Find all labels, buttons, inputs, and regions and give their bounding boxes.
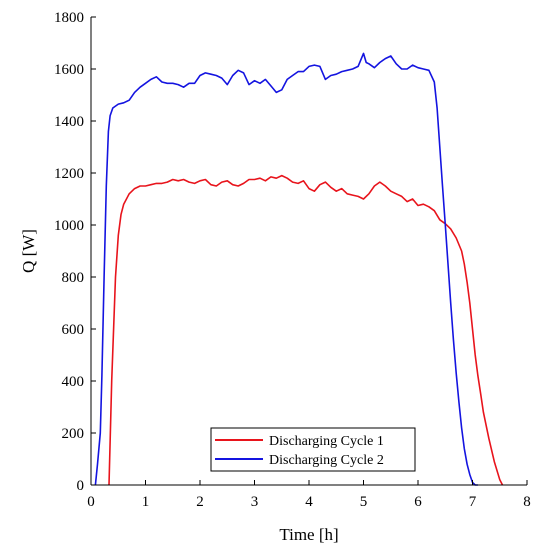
y-tick-label: 1000	[54, 218, 84, 234]
y-tick-label: 200	[62, 426, 85, 442]
y-tick-label: 0	[77, 478, 85, 494]
x-tick-label: 8	[523, 494, 531, 510]
y-tick-label: 1800	[54, 10, 84, 26]
x-tick-label: 1	[142, 494, 150, 510]
x-axis-title: Time [h]	[279, 525, 338, 544]
y-tick-label: 1400	[54, 114, 84, 130]
y-axis-title: Q [W]	[19, 229, 38, 273]
series-line-1	[108, 174, 504, 486]
legend: Discharging Cycle 1 Discharging Cycle 2	[210, 427, 416, 472]
y-tick-label: 1200	[54, 166, 84, 182]
series-line-2	[94, 52, 478, 486]
legend-box	[210, 427, 416, 472]
x-tick-label: 7	[469, 494, 477, 510]
y-tick-label: 600	[62, 322, 85, 338]
legend-label-cycle-1: Discharging Cycle 1	[269, 434, 384, 449]
x-tick-label: 4	[305, 494, 313, 510]
x-tick-label: 6	[414, 494, 422, 510]
y-tick-label: 1600	[54, 62, 84, 78]
x-tick-label: 2	[196, 494, 204, 510]
ticks: 0 1 2 3 4 5 6 7 8 0 200 400 600 800 1000 1200 1400 1600 18…	[54, 10, 531, 510]
y-tick-label: 800	[62, 270, 85, 286]
x-tick-label: 0	[87, 494, 95, 510]
y-tick-label: 400	[62, 374, 85, 390]
legend-label-cycle-2: Discharging Cycle 2	[269, 453, 384, 468]
x-tick-label: 5	[360, 494, 368, 510]
plot-lines	[94, 52, 504, 486]
x-tick-label: 3	[251, 494, 259, 510]
